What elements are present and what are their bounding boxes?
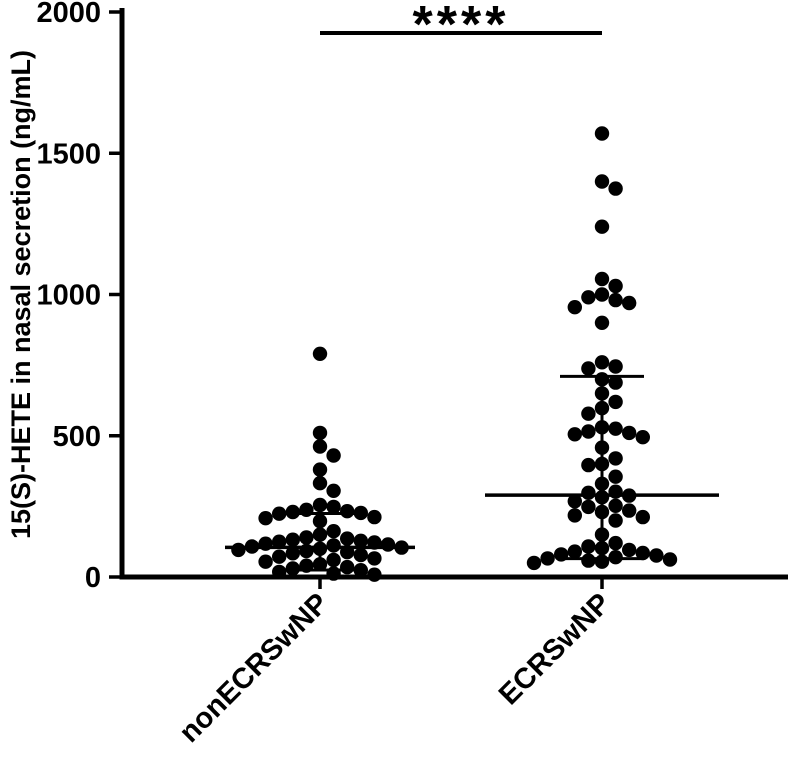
error-bar-nonECRSwNP [225,511,415,572]
data-point [340,504,355,519]
data-point [340,531,355,546]
data-point [581,406,596,421]
y-tick-label: 500 [53,421,101,453]
data-point [608,451,623,466]
data-point [326,538,341,553]
data-point [231,542,246,558]
y-tick-label: 0 [85,562,101,594]
data-point [285,532,300,547]
data-point [581,424,596,439]
data-point [622,542,637,558]
data-point [326,524,341,539]
data-point [380,537,396,552]
data-point [594,219,610,234]
data-point [608,513,623,528]
significance-group: **** [320,0,602,54]
data-point [608,498,623,513]
data-point [594,126,610,141]
y-tick-label: 2000 [36,0,101,29]
data-point [312,439,328,454]
data-point [622,503,637,518]
data-point [353,547,368,563]
data-point [312,346,328,361]
data-point [272,534,287,549]
data-point [340,559,355,575]
data-point [299,530,314,545]
data-point [367,551,382,566]
y-tick-label: 1000 [36,280,101,312]
data-point [622,295,637,311]
data-point [367,509,382,525]
data-point [581,361,596,376]
data-point [567,494,582,509]
data-point [581,290,596,305]
data-point [581,485,596,500]
data-point [312,497,328,513]
data-point [326,499,341,515]
data-point [326,483,341,498]
data-point [608,181,623,196]
data-point [594,315,610,330]
data-point [272,549,287,564]
data-point [312,425,328,441]
data-point [567,508,582,523]
y-tick-label: 1500 [36,138,101,170]
data-point [567,300,582,315]
data-point [635,545,650,561]
scatter-group-ECRSwNP [526,126,678,571]
data-point [608,278,623,294]
x-tick-label-ECRSwNP: ECRSwNP [493,587,617,711]
significance-label: **** [413,0,510,54]
data-point [526,555,542,571]
data-point [608,421,623,436]
data-point [594,174,610,189]
data-point [635,430,650,445]
data-point [608,375,623,390]
data-point [635,509,650,525]
data-point [581,499,596,515]
y-axis-title: 15(S)-HETE in nasal secretion (ng/mL) [6,50,36,539]
data-point [326,448,341,463]
data-point [258,511,273,526]
error-bar-ECRSwNP [485,374,719,561]
data-point [581,457,596,473]
data-point [622,425,637,441]
data-point [581,553,596,568]
data-point [285,546,300,561]
x-tick-label-nonECRSwNP: nonECRSwNP [173,587,335,749]
data-point [608,292,623,308]
data-point [258,554,273,569]
data-point [312,476,328,491]
data-point [567,544,582,559]
data-point [540,551,555,566]
data-point [662,552,678,567]
data-point [649,548,664,563]
data-point [581,539,596,554]
data-point [594,271,610,287]
data-point [608,469,623,484]
data-point [608,394,623,410]
data-point [567,427,582,442]
data-point [594,287,610,302]
data-point [326,552,341,568]
data-point [608,535,623,551]
data-point [608,359,623,374]
data-point [312,462,328,477]
data-point [353,533,368,548]
data-point [594,355,610,370]
